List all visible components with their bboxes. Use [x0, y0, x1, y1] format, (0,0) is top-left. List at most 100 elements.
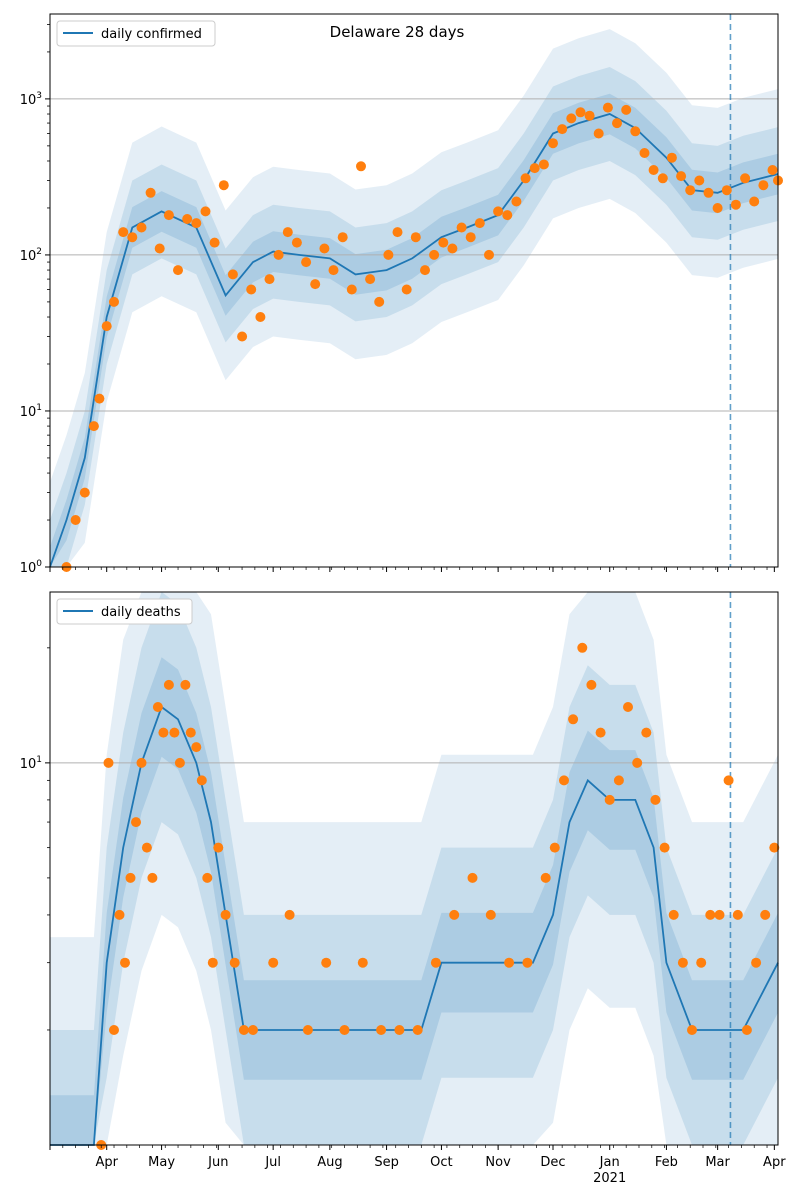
- confirmed-point: [101, 321, 112, 332]
- deaths-uncertainty-bands: [50, 592, 778, 1145]
- confirmed-point: [447, 243, 458, 254]
- x-month-label: May: [148, 1155, 175, 1170]
- x-month-label: Jul: [264, 1155, 281, 1170]
- confirmed-point: [218, 180, 229, 191]
- confirmed-point: [529, 163, 540, 174]
- confirmed-point: [109, 296, 119, 307]
- deaths-point: [284, 909, 295, 920]
- confirmed-ytick-label-1: 101: [20, 403, 42, 420]
- deaths-point: [147, 872, 158, 883]
- confirmed-point: [648, 165, 659, 175]
- deaths-point: [540, 872, 551, 883]
- confirmed-point: [227, 269, 238, 280]
- deaths-point: [185, 727, 196, 738]
- confirmed-point: [255, 312, 266, 322]
- confirmed-point: [438, 237, 449, 248]
- confirmed-point: [566, 113, 577, 124]
- deaths-point: [568, 714, 579, 725]
- deaths-point: [559, 775, 569, 786]
- confirmed-point: [383, 249, 394, 260]
- legend-label-deaths: daily deaths: [101, 605, 181, 620]
- confirmed-point: [740, 173, 751, 184]
- confirmed-point: [200, 206, 211, 217]
- deaths-point: [641, 727, 652, 738]
- deaths-point: [522, 957, 533, 968]
- confirmed-point: [612, 118, 622, 129]
- confirmed-point: [548, 138, 558, 149]
- deaths-point: [623, 702, 633, 712]
- confirmed-point: [301, 257, 312, 268]
- x-month-label: Mar: [705, 1155, 730, 1170]
- confirmed-point: [118, 227, 129, 238]
- deaths-point: [714, 909, 725, 920]
- deaths-point: [449, 909, 460, 920]
- confirmed-point: [356, 161, 366, 172]
- legend-box: [56, 598, 193, 625]
- deaths-point: [430, 957, 441, 968]
- deaths-point: [131, 817, 141, 828]
- confirmed-point: [712, 203, 723, 213]
- deaths-legend: daily deaths: [56, 598, 193, 625]
- confirmed-point: [291, 237, 302, 248]
- deaths-points: [96, 642, 780, 1150]
- deaths-point: [751, 957, 762, 968]
- confirmed-point: [749, 196, 760, 207]
- deaths-point: [659, 842, 670, 853]
- deaths-point: [632, 757, 643, 768]
- confirmed-point: [145, 187, 156, 198]
- deaths-point: [125, 872, 136, 883]
- confirmed-point: [676, 171, 687, 182]
- confirmed-point: [70, 515, 81, 525]
- deaths-point: [504, 957, 515, 968]
- confirmed-point: [410, 232, 421, 243]
- confirmed-y-axis: 100 101 102 103: [20, 24, 50, 576]
- confirmed-point: [767, 165, 778, 175]
- confirmed-point: [310, 279, 321, 290]
- confirmed-point: [328, 265, 339, 276]
- confirmed-point: [465, 232, 476, 243]
- confirmed-point: [666, 152, 677, 163]
- confirmed-point: [154, 243, 165, 254]
- deaths-point: [202, 872, 213, 883]
- deaths-point: [174, 757, 185, 768]
- confirmed-point: [639, 148, 650, 158]
- deaths-ytick-label-0: 101: [20, 755, 42, 772]
- deaths-band-2: [50, 592, 778, 1145]
- deaths-x-axis: [49, 1145, 775, 1150]
- confirmed-point: [173, 265, 183, 276]
- deaths-point: [229, 957, 240, 968]
- confirmed-point: [511, 196, 522, 207]
- deaths-point: [376, 1025, 387, 1035]
- confirmed-point: [209, 237, 220, 248]
- deaths-point: [114, 909, 125, 920]
- deaths-point: [760, 909, 771, 920]
- deaths-point: [191, 742, 202, 753]
- deaths-point: [687, 1025, 697, 1035]
- confirmed-frame: [49, 13, 779, 568]
- confirmed-point: [182, 214, 193, 224]
- deaths-point: [705, 909, 716, 920]
- confirmed-band-1: [50, 29, 778, 568]
- confirmed-point: [694, 175, 705, 186]
- confirmed-series: [49, 113, 779, 568]
- deaths-point: [339, 1025, 350, 1035]
- deaths-point: [238, 1025, 249, 1035]
- deaths-point: [394, 1025, 405, 1035]
- confirmed-ytick-label-2: 102: [20, 247, 42, 264]
- legend-box: [56, 20, 216, 47]
- deaths-point: [723, 775, 734, 786]
- confirmed-point: [163, 210, 174, 221]
- confirmed-point: [456, 222, 467, 233]
- confirmed-point: [237, 331, 248, 342]
- deaths-band-1: [50, 592, 778, 1145]
- x-month-label: Dec: [540, 1155, 565, 1170]
- deaths-point: [586, 679, 597, 690]
- x-year-label: 2021: [593, 1171, 626, 1186]
- deaths-point: [741, 1025, 752, 1035]
- confirmed-point: [721, 185, 732, 196]
- confirmed-point: [346, 284, 357, 295]
- deaths-point: [180, 679, 191, 690]
- confirmed-point: [493, 206, 504, 217]
- confirmed-point: [420, 265, 430, 276]
